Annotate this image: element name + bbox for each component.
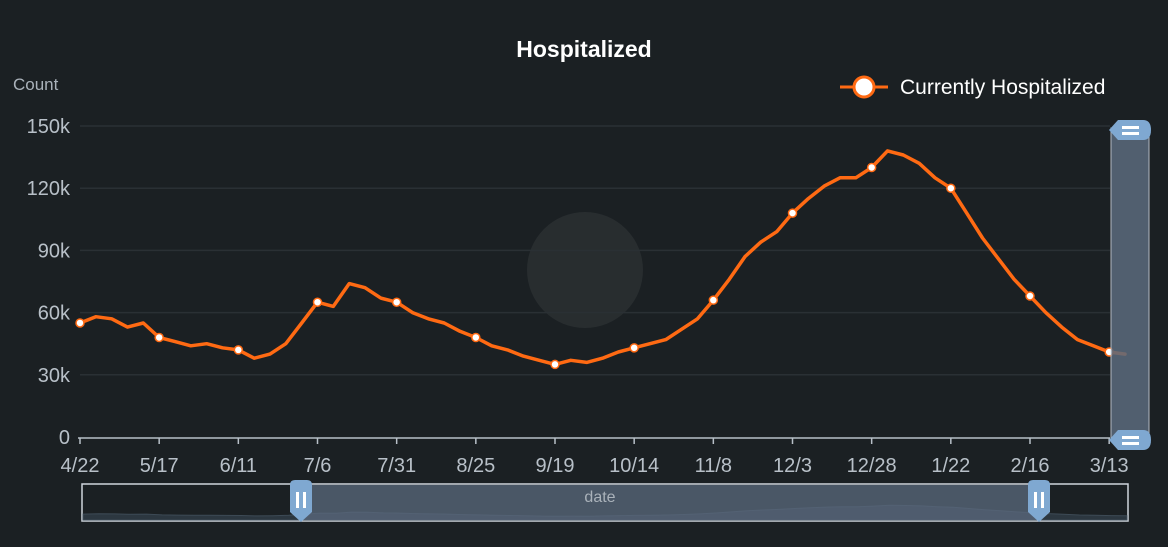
y-zoom-handle-top[interactable] xyxy=(1109,120,1151,140)
data-point[interactable] xyxy=(550,359,560,370)
data-point[interactable] xyxy=(946,183,956,193)
x-tick-label: 9/19 xyxy=(536,455,575,477)
x-tick-label: 11/8 xyxy=(695,455,732,477)
y-axis-label: Count xyxy=(13,75,59,94)
data-point[interactable] xyxy=(233,345,244,355)
data-point[interactable] xyxy=(75,318,85,328)
y-tick-label: 30k xyxy=(38,365,71,387)
y-zoom-slider[interactable] xyxy=(1109,120,1151,450)
legend[interactable]: Currently Hospitalized xyxy=(840,75,1105,99)
chart-title: Hospitalized xyxy=(516,36,651,62)
grid-lines xyxy=(80,125,1110,376)
x-tick-label: 7/31 xyxy=(377,455,416,477)
data-point[interactable] xyxy=(787,208,798,218)
x-tick-label: 1/22 xyxy=(931,455,970,477)
data-point[interactable] xyxy=(471,332,481,343)
x-axis: 4/22 5/17 6/11 7/6 7/31 8/25 9/19 10/14 11/8 12/3… xyxy=(61,437,1129,477)
y-tick-label: 90k xyxy=(38,240,71,262)
y-tick-label: 150k xyxy=(27,116,71,138)
data-point[interactable] xyxy=(391,297,402,307)
x-tick-label: 8/25 xyxy=(456,455,495,477)
x-zoom-selected-range[interactable] xyxy=(301,485,1039,520)
x-tick-label: 7/6 xyxy=(304,455,332,477)
x-zoom-handle-left[interactable] xyxy=(290,480,312,522)
y-tick-label: 120k xyxy=(27,178,71,200)
y-zoom-selected-range[interactable] xyxy=(1110,127,1150,441)
legend-marker-icon xyxy=(852,75,876,99)
data-point[interactable] xyxy=(866,162,877,173)
x-zoom-track[interactable] xyxy=(81,483,1129,522)
data-point[interactable] xyxy=(312,297,323,307)
x-tick-label: 12/28 xyxy=(847,455,897,477)
x-tick-label: 3/13 xyxy=(1090,455,1129,477)
x-zoom-handle-right[interactable] xyxy=(1028,480,1050,522)
y-tick-label: 60k xyxy=(38,303,71,325)
data-point[interactable] xyxy=(708,295,719,305)
x-tick-label: 6/11 xyxy=(220,455,257,477)
x-tick-label: 4/22 xyxy=(61,455,100,477)
x-zoom-slider[interactable]: date xyxy=(81,480,1129,522)
x-tick-label: 10/14 xyxy=(609,455,659,477)
legend-label-currently-hospitalized: Currently Hospitalized xyxy=(900,76,1105,99)
x-tick-label: 12/3 xyxy=(773,455,812,477)
data-point[interactable] xyxy=(629,343,639,353)
data-points[interactable] xyxy=(75,162,1114,370)
x-zoom-label: date xyxy=(584,489,615,506)
y-axis-ticks: 0 30k 60k 90k 120k 150k xyxy=(27,116,71,449)
watermark-logo xyxy=(527,212,643,328)
x-tick-label: 5/17 xyxy=(140,455,179,477)
x-tick-label: 2/16 xyxy=(1011,455,1050,477)
data-point[interactable] xyxy=(1025,291,1035,301)
data-point[interactable] xyxy=(154,332,164,343)
y-tick-label: 0 xyxy=(59,427,70,449)
y-zoom-handle-bottom[interactable] xyxy=(1109,430,1151,450)
